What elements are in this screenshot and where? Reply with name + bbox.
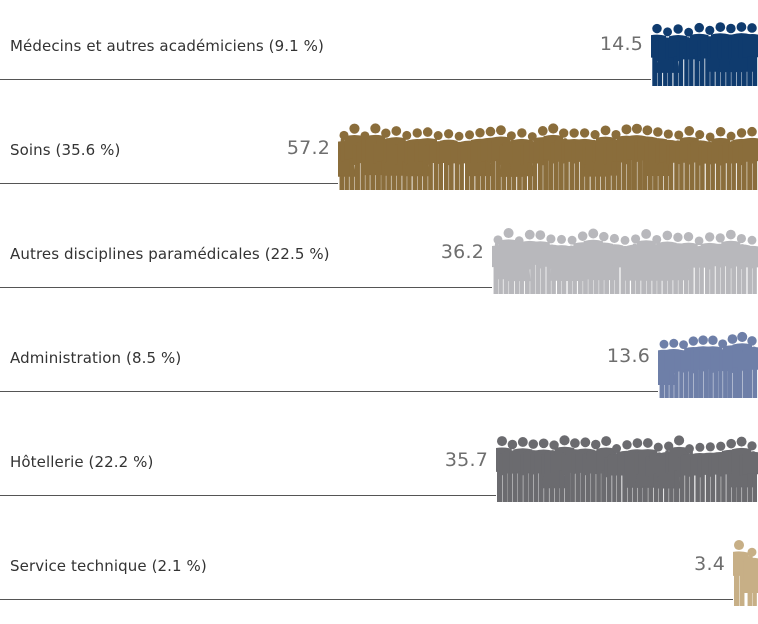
value-label: 3.4 xyxy=(694,553,725,575)
category-label: Hôtellerie (22.2 %) xyxy=(10,453,154,471)
crowd-bar xyxy=(658,331,758,399)
value-label: 57.2 xyxy=(286,137,330,159)
chart-row: Soins (35.6 %) 57.2 xyxy=(0,104,758,208)
crowd-silhouettes xyxy=(651,22,758,86)
crowd-bar xyxy=(492,227,758,295)
category-label: Service technique (2.1 %) xyxy=(10,557,207,575)
category-label: Autres disciplines paramédicales (22.5 %… xyxy=(10,245,330,263)
row-rule xyxy=(0,599,733,600)
chart-row: Médecins et autres académiciens (9.1 %) 1… xyxy=(0,0,758,104)
row-rule xyxy=(0,183,338,184)
chart-row: Administration (8.5 %) 13.6 xyxy=(0,312,758,416)
row-rule xyxy=(0,287,492,288)
crowd-bar xyxy=(651,19,758,87)
chart-row: Hôtellerie (22.2 %) 35.7 xyxy=(0,416,758,520)
value-label: 36.2 xyxy=(440,241,484,263)
category-label: Médecins et autres académiciens (9.1 %) xyxy=(10,37,324,55)
chart-row: Service technique (2.1 %) 3.4 xyxy=(0,520,758,624)
crowd-silhouettes xyxy=(492,227,758,294)
category-label: Soins (35.6 %) xyxy=(10,141,121,159)
crowd-silhouettes xyxy=(496,435,758,502)
crowd-bar xyxy=(733,539,758,607)
value-label: 35.7 xyxy=(444,449,488,471)
chart-row: Autres disciplines paramédicales (22.5 %… xyxy=(0,208,758,312)
crowd-bar xyxy=(496,435,758,503)
crowd-silhouettes xyxy=(658,331,758,398)
row-rule xyxy=(0,79,651,80)
category-label: Administration (8.5 %) xyxy=(10,349,182,367)
crowd-silhouettes xyxy=(338,123,758,190)
row-rule xyxy=(0,391,658,392)
value-label: 14.5 xyxy=(599,33,643,55)
row-rule xyxy=(0,495,496,496)
crowd-bar xyxy=(338,123,758,191)
crowd-bar-chart: Médecins et autres académiciens (9.1 %) 1… xyxy=(0,0,758,606)
crowd-silhouettes xyxy=(733,540,758,606)
value-label: 13.6 xyxy=(606,345,650,367)
